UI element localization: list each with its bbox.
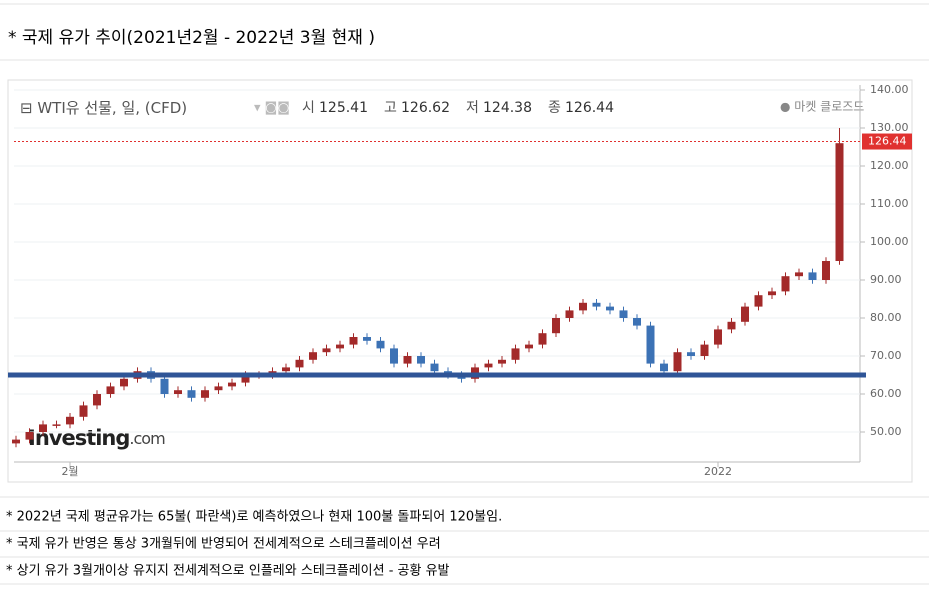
candle-body <box>579 302 587 311</box>
candle-body <box>25 432 34 440</box>
candle-body <box>498 359 506 364</box>
candle-body <box>174 390 182 394</box>
last-price-label: 126.44 <box>868 135 907 148</box>
candle-body <box>754 295 763 307</box>
y-tick-label: 100.00 <box>870 235 909 248</box>
candle-body <box>619 310 628 318</box>
note: * 상기 유가 3월개이상 유지지 전세계적으로 인플레와 스테크플레이션 - … <box>6 564 450 579</box>
sheet-title: * 국제 유가 추이(2021년2월 - 2022년 3월 현재 ) <box>8 28 375 48</box>
candle-body <box>363 337 371 341</box>
brand: Investing.com <box>28 426 165 450</box>
candle-body <box>52 424 61 426</box>
y-tick-label: 110.00 <box>870 197 909 210</box>
x-tick-label: 2월 <box>61 465 78 478</box>
candle-body <box>201 390 209 398</box>
last-price-box <box>862 133 912 150</box>
candle-body <box>39 424 47 432</box>
candle-body <box>673 352 682 372</box>
y-tick-label: 120.00 <box>870 159 909 172</box>
y-tick-label: 90.00 <box>870 273 902 286</box>
candle-body <box>660 363 668 372</box>
candle-body <box>700 344 709 356</box>
y-tick-label: 130.00 <box>870 121 909 134</box>
stat-label: 고 <box>384 100 397 116</box>
candle-body <box>835 143 844 261</box>
y-tick-label: 140.00 <box>870 83 909 96</box>
candle-body <box>741 306 749 322</box>
candle-body <box>79 405 88 417</box>
candle-body <box>322 348 331 353</box>
note: * 2022년 국제 평균유가는 65불( 파란색)로 예측하였으나 현재 10… <box>6 510 502 525</box>
candle-body <box>430 363 439 372</box>
candle-body <box>484 363 493 368</box>
candle-body <box>511 348 520 360</box>
candle-body <box>12 439 20 444</box>
candle-body <box>822 261 830 280</box>
candle-body <box>120 378 128 387</box>
candle-body <box>525 344 533 349</box>
market-status: ● 마켓 클로즈드 <box>780 100 864 114</box>
candle-body <box>538 333 547 345</box>
candle-body <box>282 367 290 372</box>
candle-body <box>376 340 385 349</box>
candle-body <box>160 378 169 394</box>
stat-value: 126.44 <box>565 100 614 116</box>
sheet-grid <box>0 3 929 585</box>
candle-body <box>403 356 412 364</box>
candle-body <box>106 386 115 394</box>
candle-body <box>309 352 317 360</box>
candle-body <box>808 272 817 280</box>
candle-body <box>93 394 101 406</box>
candle-body <box>714 329 722 345</box>
candle-body <box>768 291 776 296</box>
y-tick-label: 60.00 <box>870 387 902 400</box>
candle-body <box>228 382 236 387</box>
stat-value: 126.62 <box>401 100 450 116</box>
y-tick-label: 80.00 <box>870 311 902 324</box>
chart-title: ⊟ WTI유 선물, 일, (CFD) <box>20 99 187 117</box>
candle-body <box>349 337 358 345</box>
candle-body <box>187 390 196 398</box>
candle-body <box>214 386 223 391</box>
stat-value: 125.41 <box>319 100 368 116</box>
candle-body <box>552 318 560 334</box>
candle-body <box>592 302 601 307</box>
candle-body <box>66 416 74 425</box>
stat-label: 저 <box>466 100 479 116</box>
candle-body <box>781 276 790 292</box>
y-tick-label: 70.00 <box>870 349 902 362</box>
chart-frame <box>7 79 913 483</box>
candle-body <box>687 352 695 356</box>
x-tick-label: 2022 <box>704 465 732 478</box>
candle-body <box>606 306 614 311</box>
candle-body <box>390 348 398 364</box>
candle-body <box>565 310 574 318</box>
stat-label: 종 <box>548 100 561 116</box>
stat-label: 시 <box>302 100 315 116</box>
icons: ▾ ◙◙ <box>254 101 290 116</box>
candle-body <box>417 356 425 364</box>
note: * 국제 유가 반영은 통상 3개월뒤에 반영되어 전세계적으로 스테크플레이션… <box>6 537 441 552</box>
candle-body <box>795 272 803 277</box>
stat-value: 124.38 <box>483 100 532 116</box>
candle-body <box>336 344 344 349</box>
candle-body <box>646 325 655 364</box>
candle-body <box>727 321 736 330</box>
candle-body <box>295 359 304 368</box>
candle-body <box>633 318 641 326</box>
y-tick-label: 50.00 <box>870 425 902 438</box>
candle-body <box>241 375 250 383</box>
